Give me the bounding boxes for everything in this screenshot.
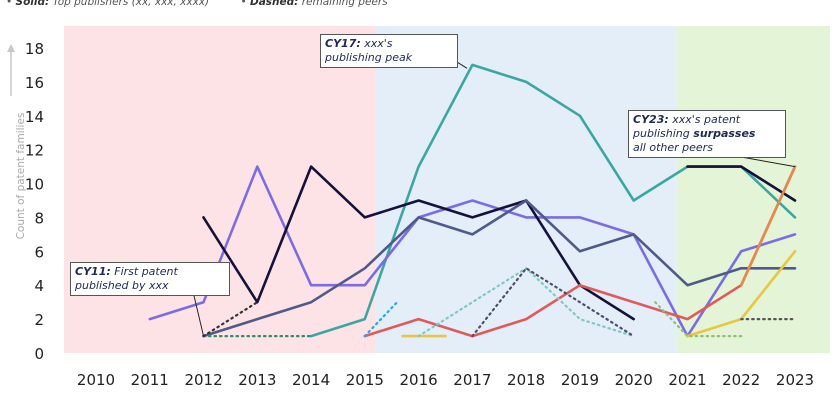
series-line-7 — [739, 165, 797, 287]
annotation-cy17-line1: xxx's — [360, 37, 393, 50]
legend-solid-label: Solid: — [15, 0, 50, 8]
x-tick-label-2010: 2010 — [77, 371, 115, 389]
x-tick-label-2015: 2015 — [346, 371, 384, 389]
annotation-cy23-line2a: publishing — [633, 127, 694, 140]
annotation-cy11-line1: First patent — [110, 265, 178, 278]
legend-dashed-text: remaining peers — [301, 0, 388, 8]
annotation-cy23-label: CY23: — [633, 113, 669, 126]
x-tick-label-2012: 2012 — [184, 371, 222, 389]
series-line-13 — [417, 267, 635, 338]
annotation-cy11: CY11: First patent published by xxx — [70, 262, 230, 296]
y-tick-label-14: 14 — [25, 108, 44, 126]
y-tick-label-2: 2 — [34, 311, 44, 329]
annotation-cy11-line2: published by xxx — [75, 279, 169, 292]
x-tick-label-2017: 2017 — [453, 371, 491, 389]
series-line-15 — [654, 301, 743, 338]
x-tick-label-2013: 2013 — [238, 371, 276, 389]
y-tick-label-12: 12 — [25, 142, 44, 160]
x-tick-label-2019: 2019 — [561, 371, 599, 389]
series-line-4 — [686, 165, 797, 202]
series-line-14 — [471, 267, 635, 338]
annotation-cy23-line2b: surpasses — [693, 127, 756, 140]
y-tick-label-0: 0 — [34, 345, 44, 363]
annotation-cy17: CY17: xxx's publishing peak — [320, 34, 458, 68]
annotation-cy17-label: CY17: — [325, 37, 361, 50]
x-tick-label-2020: 2020 — [615, 371, 653, 389]
y-tick-label-4: 4 — [34, 277, 44, 295]
legend-solid-text: Top publishers (xx, xxx, xxxx) — [52, 0, 210, 8]
x-tick-label-2014: 2014 — [292, 371, 330, 389]
y-axis-arrow-head — [7, 44, 15, 52]
period-band-3 — [676, 26, 830, 353]
x-tick-label-2021: 2021 — [668, 371, 706, 389]
period-band-1 — [64, 26, 376, 353]
period-band-2 — [375, 26, 677, 353]
y-tick-label-8: 8 — [34, 209, 44, 227]
legend-dashed-label: Dashed: — [250, 0, 299, 8]
annotation-cy23-line3: all other peers — [633, 141, 713, 154]
series-line-12 — [363, 301, 399, 338]
y-tick-label-10: 10 — [25, 176, 44, 194]
series-line-5 — [202, 199, 797, 338]
x-tick-label-2018: 2018 — [507, 371, 545, 389]
annotation-cy23: CY23: xxx's patent publishing surpasses … — [628, 110, 786, 158]
x-tick-label-2022: 2022 — [722, 371, 760, 389]
x-tick-label-2011: 2011 — [131, 371, 169, 389]
annotation-cy11-label: CY11: — [75, 265, 111, 278]
x-tick-label-2016: 2016 — [400, 371, 438, 389]
y-tick-label-6: 6 — [34, 243, 44, 261]
annotation-cy23-line1: xxx's patent — [668, 113, 741, 126]
y-tick-label-18: 18 — [25, 40, 44, 58]
y-tick-label-16: 16 — [25, 74, 44, 92]
series-line-3 — [202, 165, 635, 321]
annotation-cy17-line2: publishing peak — [325, 51, 413, 64]
x-tick-label-2023: 2023 — [776, 371, 814, 389]
legend: • Solid: Top publishers (xx, xxx, xxxx) … — [6, 0, 388, 8]
series-line-11 — [202, 301, 259, 338]
